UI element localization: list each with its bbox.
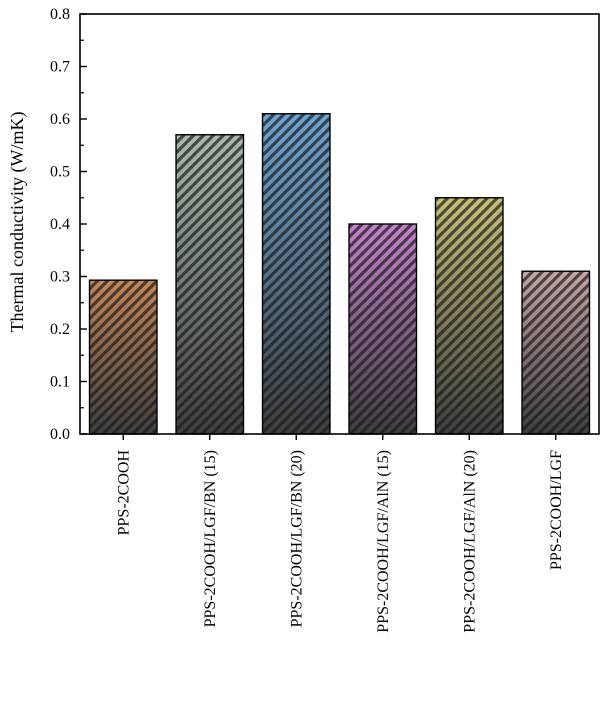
y-tick-label: 0.8 <box>50 6 70 23</box>
bar-3 <box>261 113 331 435</box>
x-tick-label: PPS-2COOH <box>115 450 132 536</box>
y-tick-label: 0.5 <box>50 164 70 181</box>
y-tick-label: 0.0 <box>50 426 70 443</box>
y-tick-label: 0.6 <box>50 111 70 128</box>
plot-frame <box>79 13 600 435</box>
bar-2 <box>175 134 245 435</box>
y-tick-label: 0.3 <box>50 269 70 286</box>
bar-1 <box>88 279 158 435</box>
y-tick-label: 0.2 <box>50 321 70 338</box>
x-tick-label: PPS-2COOH/LGF/BN (15) <box>202 450 219 627</box>
bar-6 <box>521 270 591 435</box>
x-tick-label: PPS-2COOH/LGF/AlN (20) <box>461 450 478 633</box>
y-tick-label: 0.4 <box>50 216 70 233</box>
bar-5 <box>434 197 504 435</box>
y-tick-label: 0.1 <box>50 374 70 391</box>
y-axis-title: Thermal conductivity (W/mK) <box>7 112 28 333</box>
x-tick-label: PPS-2COOH/LGF <box>548 450 565 570</box>
bar-4 <box>348 223 418 435</box>
x-tick-label: PPS-2COOH/LGF/AlN (15) <box>375 450 392 633</box>
y-tick-label: 0.7 <box>50 59 70 76</box>
x-tick-label: PPS-2COOH/LGF/BN (20) <box>288 450 305 627</box>
